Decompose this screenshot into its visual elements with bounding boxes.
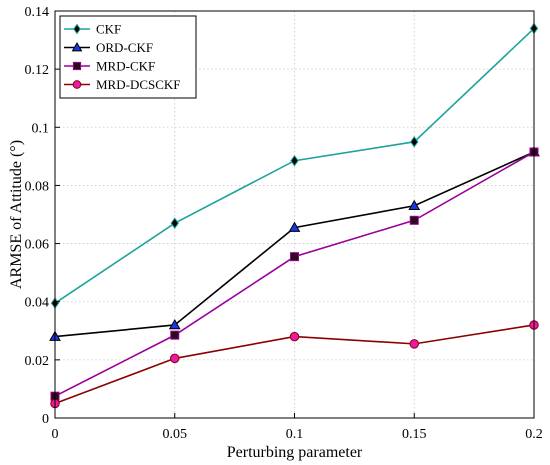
x-tick-label: 0.15 [402,427,427,442]
data-point [170,217,179,230]
data-point [410,135,419,148]
legend-item: MRD-DCSCKF [64,77,181,92]
data-point [288,221,301,232]
data-point [289,331,300,342]
legend-label: MRD-DCSCKF [96,77,181,92]
legend-marker [73,23,81,35]
axis-ticks: 0 0.05 0.1 0.15 0.2 0 0.02 0.04 0.06 0.08 0.1 0.12 0… [25,5,543,442]
y-tick-label: 0.04 [25,296,50,311]
y-tick-label: 0.06 [25,238,50,253]
y-tick-label: 0 [42,412,49,427]
legend: CKF ORD-CKF MRD-CKF MRD-DCSCKF [59,15,197,99]
y-axis-title: ARMSE of Attitude (°) [8,140,25,289]
x-tick-label: 0.05 [163,427,188,442]
legend-item: MRD-CKF [64,59,155,74]
x-tick-label: 0.2 [525,427,543,442]
y-tick-label: 0.12 [25,63,50,78]
data-point [290,154,299,167]
x-tick-label: 0.1 [286,427,304,442]
data-point [408,199,421,211]
x-tick-label: 0 [52,427,59,442]
data-point [170,353,180,364]
legend-label: ORD-CKF [96,40,153,55]
legend-item: ORD-CKF [64,40,153,55]
data-point [168,318,181,330]
legend-marker [72,80,82,89]
legend-item: CKF [64,22,121,37]
legend-marker [71,41,83,52]
legend-label: CKF [96,22,121,37]
y-tick-label: 0.02 [25,354,50,369]
series-layer [49,22,540,409]
y-tick-label: 0.08 [25,179,50,194]
y-tick-label: 0.14 [25,5,50,20]
data-point [170,330,180,340]
y-tick-label: 0.1 [32,121,50,136]
data-point [409,339,419,349]
x-axis-title: Perturbing parameter [227,444,363,461]
data-point [409,215,419,225]
legend-marker [72,61,82,71]
data-point [290,252,299,262]
legend-label: MRD-CKF [96,59,155,74]
